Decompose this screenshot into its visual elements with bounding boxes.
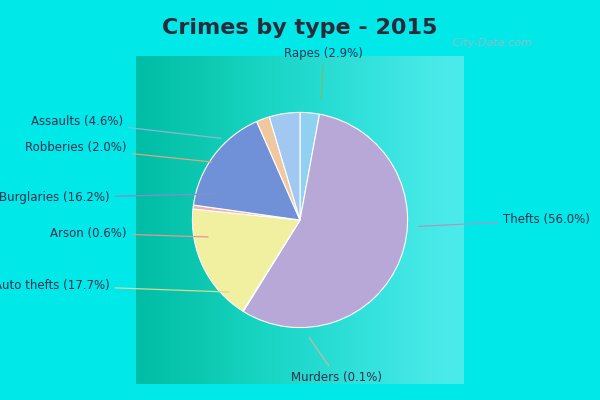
Text: Murders (0.1%): Murders (0.1%) [291,338,382,384]
Text: Thefts (56.0%): Thefts (56.0%) [418,214,590,226]
Wedge shape [193,205,300,220]
Text: Auto thefts (17.7%): Auto thefts (17.7%) [0,279,229,292]
Wedge shape [193,209,300,311]
Text: Assaults (4.6%): Assaults (4.6%) [31,115,221,138]
Text: Arson (0.6%): Arson (0.6%) [50,227,208,240]
Text: Robberies (2.0%): Robberies (2.0%) [25,141,212,162]
Wedge shape [242,220,300,312]
Wedge shape [269,112,300,220]
Text: Burglaries (16.2%): Burglaries (16.2%) [0,191,216,204]
Text: City-Data.com: City-Data.com [449,38,532,48]
Wedge shape [300,112,319,220]
Text: Crimes by type - 2015: Crimes by type - 2015 [163,18,437,38]
Text: Rapes (2.9%): Rapes (2.9%) [284,47,363,99]
Wedge shape [257,117,300,220]
Wedge shape [243,114,407,328]
Wedge shape [193,122,300,220]
